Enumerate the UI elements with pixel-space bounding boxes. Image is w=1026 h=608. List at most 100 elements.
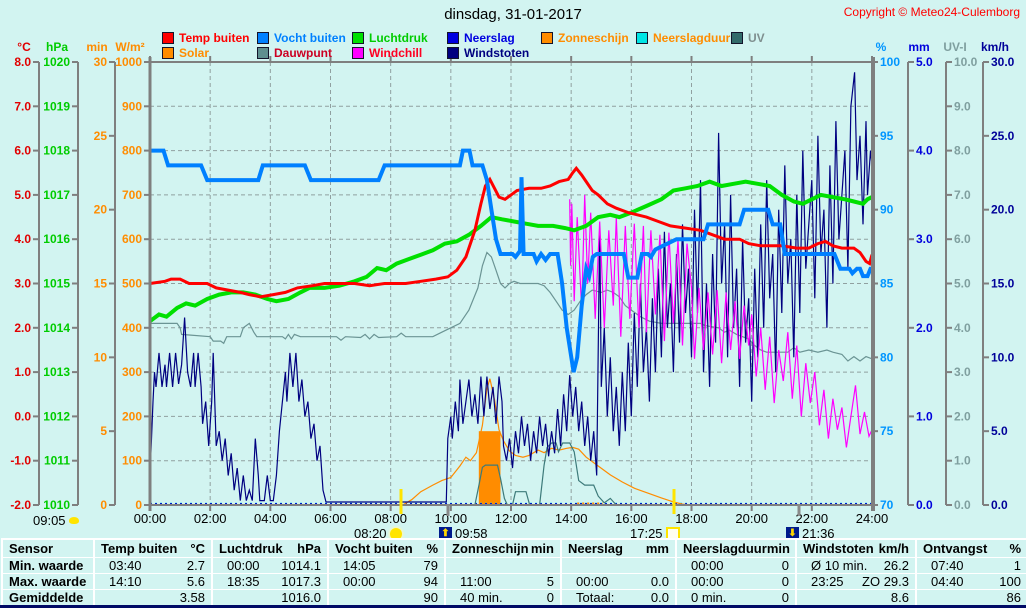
legend-item-vocht-buiten: Vocht buiten xyxy=(257,31,346,45)
legend-swatch-uv-icon xyxy=(731,32,743,44)
axis-temp-tick-label: 1.0 xyxy=(14,365,31,379)
series-dauwpunt xyxy=(150,251,873,362)
axis-pressure-tick-label: 1016 xyxy=(43,232,70,246)
table-cell-temp-buiten: 3.58 xyxy=(93,589,211,605)
legend-swatch-vocht-buiten-icon xyxy=(257,32,269,44)
moon-note-time: 09:05 xyxy=(33,513,66,528)
legend-item-zonneschijn: Zonneschijn xyxy=(541,31,629,45)
cell-time: 18:35 xyxy=(227,574,260,589)
axis-temp-tick-label: 7.0 xyxy=(14,99,31,113)
axis-solar-tick-label: 100 xyxy=(122,454,142,468)
axis-uv-title: UV-I xyxy=(943,40,966,54)
series-windstoten xyxy=(149,72,873,503)
table-cell-ontvangst: 86 xyxy=(915,589,1026,605)
axis-wind-tick-label: 25.0 xyxy=(991,129,1015,143)
axis-pressure-tick-label: 1018 xyxy=(43,144,70,158)
x-axis-label: 04:00 xyxy=(254,511,287,526)
sensor-unit: mm xyxy=(645,541,669,556)
x-axis-label: 20:00 xyxy=(735,511,768,526)
table-header-ontvangst: Ontvangst% xyxy=(915,540,1026,557)
legend-swatch-dauwpunt-icon xyxy=(257,47,269,59)
sensor-unit: % xyxy=(426,541,438,556)
axis-wind-tick-label: 10.0 xyxy=(991,350,1015,364)
sensor-unit: km/h xyxy=(878,541,909,556)
legend-swatch-luchtdruk-icon xyxy=(352,32,364,44)
legend-swatch-neerslagduur-icon xyxy=(636,32,648,44)
cell-time: 03:40 xyxy=(109,558,142,573)
cell-time: Ø 10 min. xyxy=(811,558,868,573)
axis-solar-tick-label: 0 xyxy=(135,498,142,512)
cell-time: 00:00 xyxy=(227,558,260,573)
legend-label: Temp buiten xyxy=(179,31,250,45)
cell-value: 0 xyxy=(781,590,789,605)
sensor-unit: % xyxy=(1009,541,1021,556)
legend-swatch-solar-icon xyxy=(162,47,174,59)
cell-value: 100 xyxy=(999,574,1021,589)
axis-rain-tick-label: 5.0 xyxy=(916,55,933,69)
table-cell-zonneschijn xyxy=(444,557,560,573)
sunshine-bar xyxy=(478,431,501,505)
axis-solar-tick-label: 300 xyxy=(122,365,142,379)
cell-time: 00:00 xyxy=(576,574,609,589)
sensor-unit: min xyxy=(530,541,554,556)
axis-humidity-tick-label: 100 xyxy=(880,55,900,69)
axis-uv-tick-label: 10.0 xyxy=(954,55,978,69)
moonset-icon: ⬇ xyxy=(786,527,799,540)
table-cell-windstoten: Ø 10 min. 26.2 xyxy=(795,557,915,573)
legend-label: Vocht buiten xyxy=(274,31,346,45)
cell-time: 04:40 xyxy=(931,574,964,589)
sensor-name: Vocht buiten xyxy=(335,541,413,556)
cell-time: 0 min. xyxy=(691,590,727,605)
table-row-label: Max. waarde xyxy=(3,573,93,589)
table-cell-ontvangst: 04:40 100 xyxy=(915,573,1026,589)
table-header-temp-buiten: Temp buiten °C xyxy=(93,540,211,557)
axis-rain-title: mm xyxy=(908,40,929,54)
legend-item-windchill: Windchill xyxy=(352,46,422,60)
axis-pressure-tick-label: 1015 xyxy=(43,277,70,291)
moon-note-marker: 09:05 xyxy=(33,513,79,528)
cell-value: 8.6 xyxy=(890,590,909,605)
cell-value: 1016.0 xyxy=(281,590,321,605)
axis-temp-tick-label: 2.0 xyxy=(14,321,31,335)
cell-value: 5.6 xyxy=(186,574,205,589)
axis-sunshine: 30 25 20 15 10 5 0 min xyxy=(86,40,116,512)
table-cell-neerslag xyxy=(560,557,675,573)
legend-swatch-windstoten-icon xyxy=(447,47,459,59)
legend-item-windstoten: Windstoten xyxy=(447,46,529,60)
sensor-name: Ontvangst xyxy=(923,541,988,556)
table-header-luchtdruk: Luchtdruk hPa xyxy=(211,540,327,557)
axis-solar-tick-label: 700 xyxy=(122,188,142,202)
sunrise-marker: 08:20 xyxy=(354,526,402,541)
axis-wind-tick-label: 30.0 xyxy=(991,55,1015,69)
axis-humidity-tick-label: 85 xyxy=(880,277,894,291)
cell-value: 1 xyxy=(1013,558,1021,573)
table-cell-temp-buiten: 03:40 2.7 xyxy=(93,557,211,573)
cell-value: 90 xyxy=(423,590,438,605)
cell-time: 00:00 xyxy=(343,574,376,589)
axis-solar-tick-label: 500 xyxy=(122,277,142,291)
axis-uv-tick-label: 0.0 xyxy=(954,498,971,512)
axis-sunshine-tick-label: 20 xyxy=(94,203,108,217)
moonset-time: 21:36 xyxy=(802,526,835,541)
table-cell-vocht-buiten: 90 xyxy=(327,589,444,605)
axis-pressure-title: hPa xyxy=(46,40,68,54)
sunset-time: 17:25 xyxy=(630,526,663,541)
legend-label: Dauwpunt xyxy=(274,46,332,60)
axis-solar-title: W/m² xyxy=(115,40,144,54)
axis-pressure: 1020 1019 1018 1017 1016 1015 1014 1013 1012 1011… xyxy=(43,40,79,512)
axis-wind-tick-label: 15.0 xyxy=(991,277,1015,291)
sunrise-time: 08:20 xyxy=(354,526,387,541)
legend-item-temp-buiten: Temp buiten xyxy=(162,31,249,45)
legend-item-neerslagduur: Neerslagduur xyxy=(636,31,730,45)
table-cell-vocht-buiten: 00:00 94 xyxy=(327,573,444,589)
table-cell-neerslag: 00:00 0.0 xyxy=(560,573,675,589)
moonset-marker: ⬇ 21:36 xyxy=(786,526,835,541)
sensor-name: Temp buiten xyxy=(101,541,178,556)
series-temp-buiten xyxy=(149,165,874,299)
axis-rain-tick-label: 0.0 xyxy=(916,498,933,512)
axis-pressure-tick-label: 1012 xyxy=(43,409,70,423)
axis-uv-tick-label: 9.0 xyxy=(954,99,971,113)
cell-value: 0 xyxy=(546,590,554,605)
axis-uv-tick-label: 4.0 xyxy=(954,321,971,335)
axis-humidity-tick-label: 75 xyxy=(880,424,894,438)
